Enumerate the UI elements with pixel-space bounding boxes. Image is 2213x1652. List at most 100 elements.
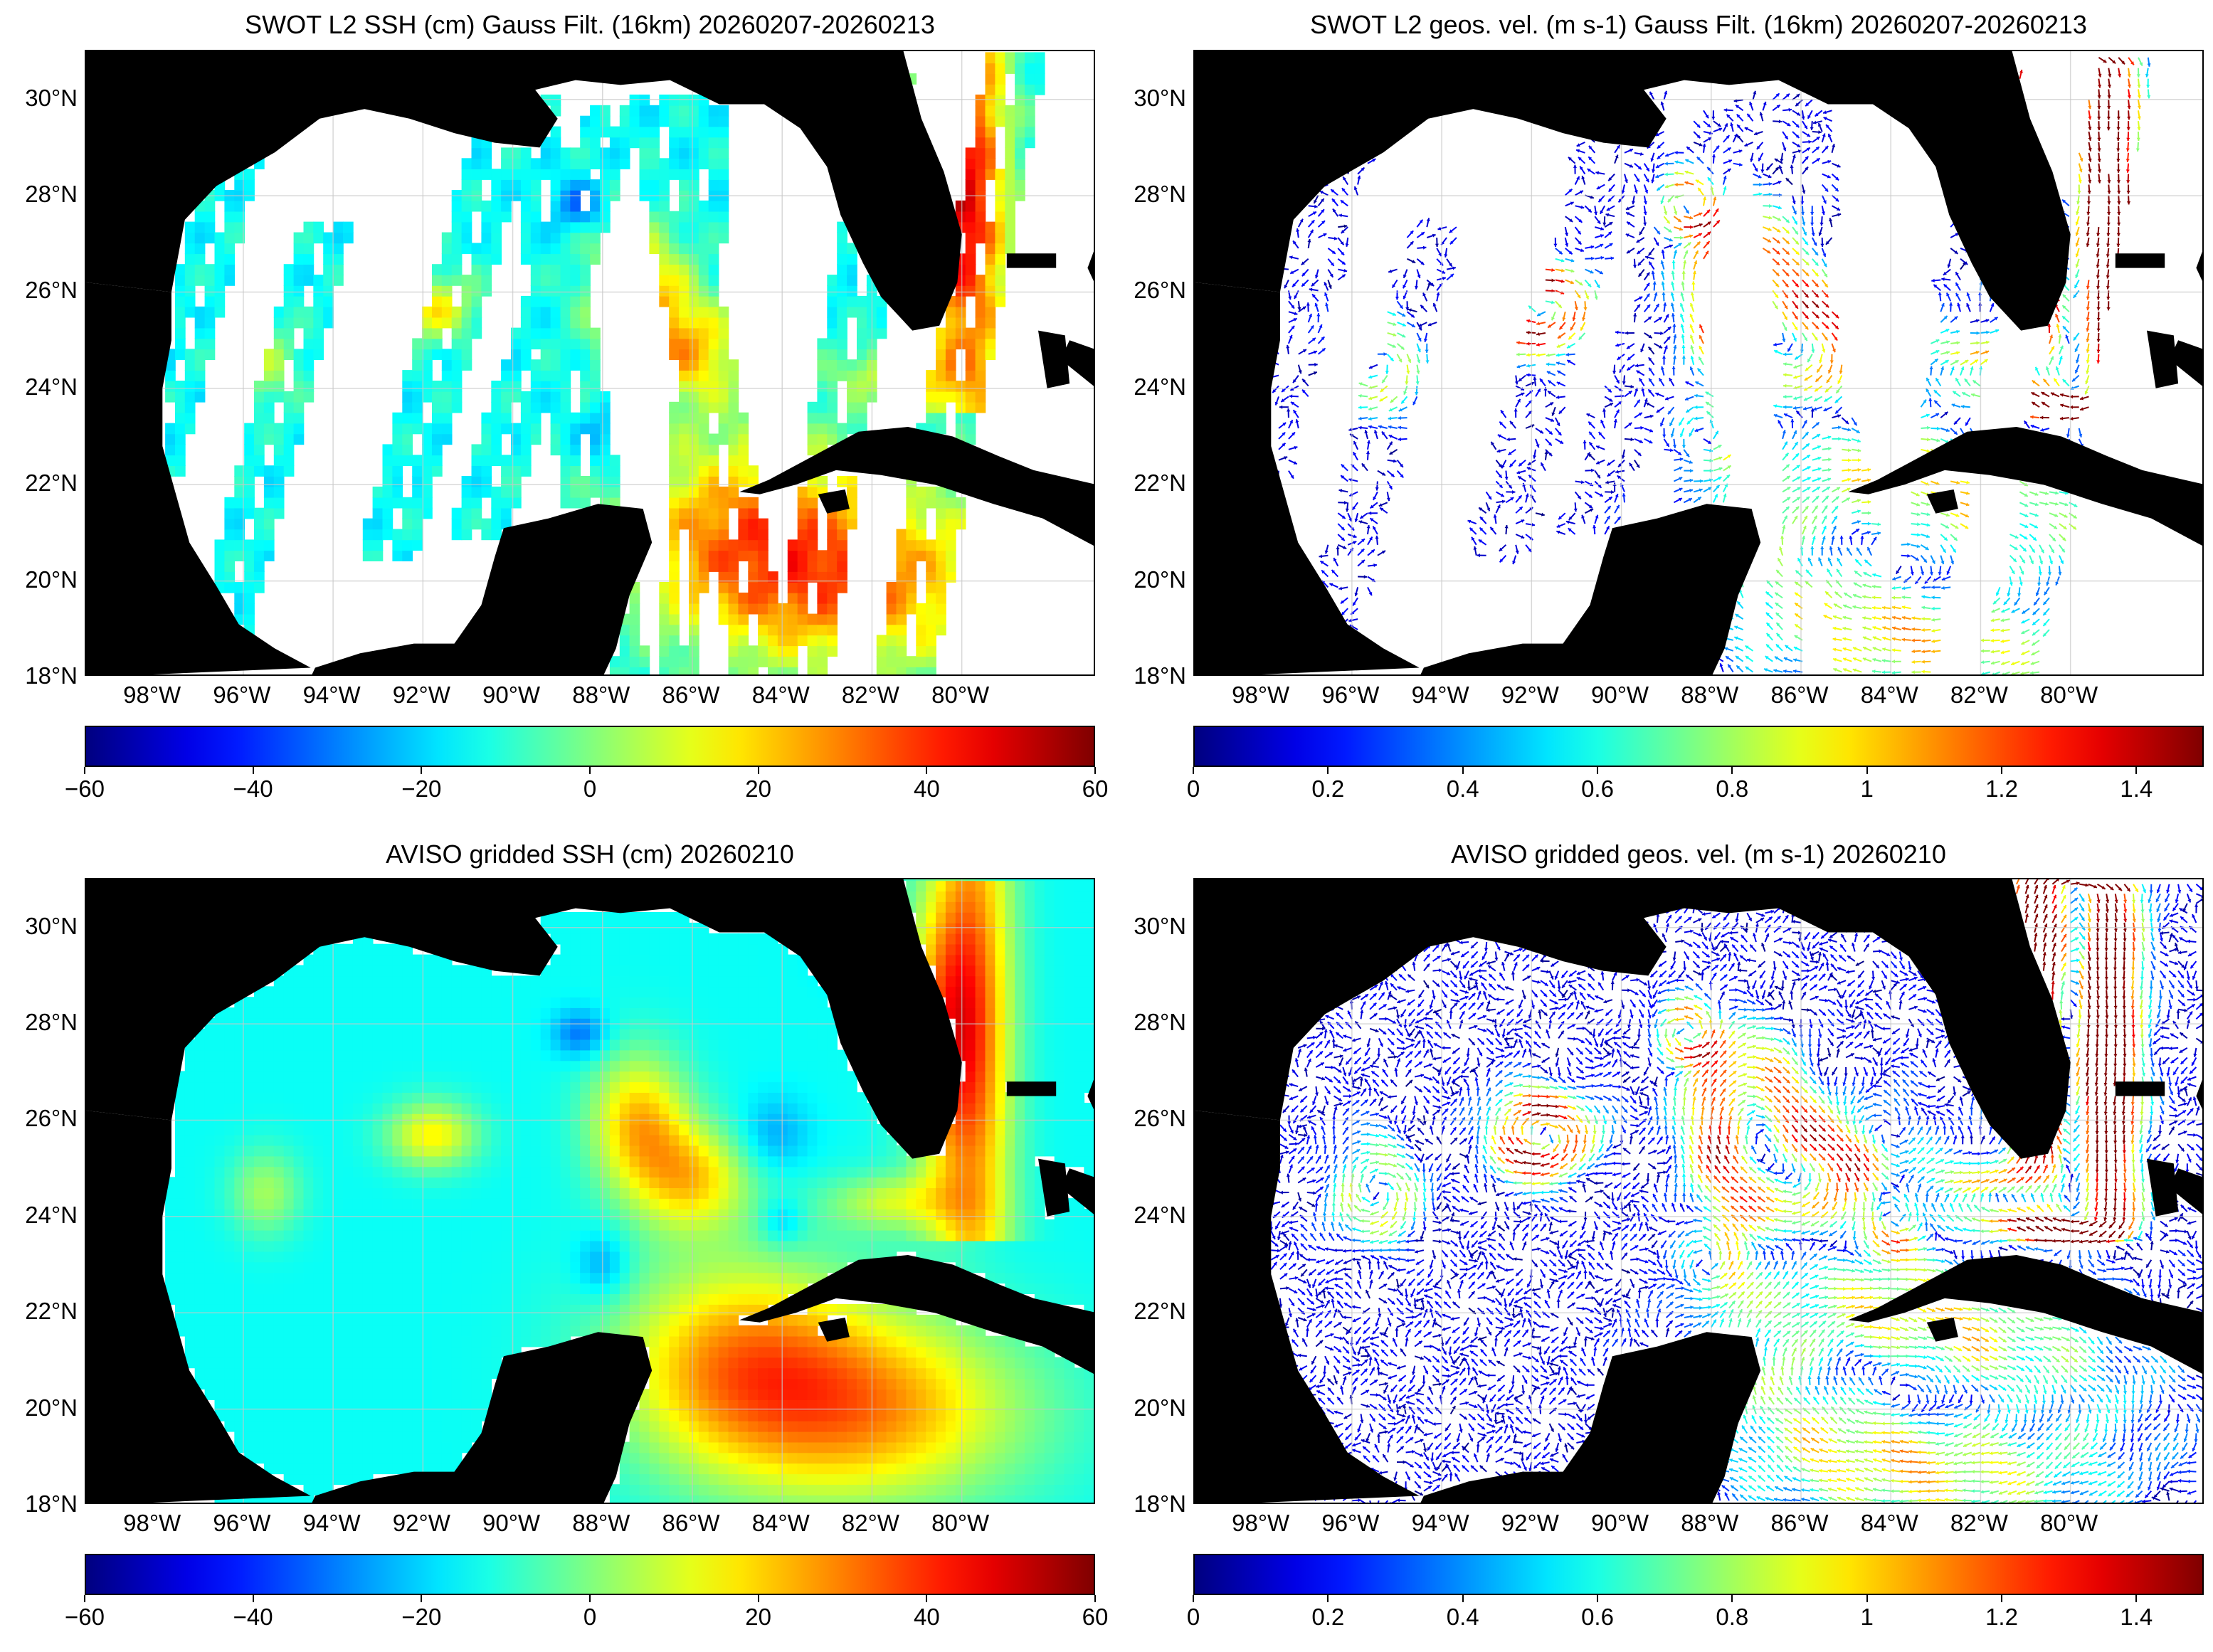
landmass-3 (739, 427, 1094, 546)
lat-label: 26°N (1134, 1105, 1186, 1132)
colorbar-tick-label: −40 (233, 1604, 273, 1631)
lon-label: 94°W (1412, 682, 1469, 709)
colorbar-tick-label: 20 (745, 1604, 771, 1631)
lat-label: 18°N (25, 1490, 78, 1518)
lat-label: 30°N (1134, 85, 1186, 112)
colorbar-tick-label: −60 (65, 775, 105, 803)
landmass-6 (2115, 1081, 2165, 1096)
land-mask (1195, 879, 2202, 1503)
colorbar-aviso-vel (1193, 1554, 2204, 1595)
landmass-0 (1195, 879, 2071, 1159)
colorbar-tick-label: 20 (745, 775, 771, 803)
lon-label: 96°W (1321, 1510, 1379, 1537)
colorbar-tick-label: 1 (1860, 1604, 1873, 1631)
lat-label: 20°N (25, 1394, 78, 1421)
landmass-5 (2147, 1158, 2179, 1217)
landmass-7 (2196, 251, 2202, 282)
lon-label: 92°W (393, 682, 450, 709)
lon-label: 88°W (572, 682, 630, 709)
lon-label: 82°W (1950, 1510, 2008, 1537)
landmass-7 (1087, 251, 1094, 282)
lat-label: 30°N (25, 85, 78, 112)
landmass-6 (1006, 1081, 1057, 1096)
lon-label: 92°W (1501, 1510, 1559, 1537)
lon-label: 98°W (123, 682, 181, 709)
colorbar-tick (1094, 767, 1096, 774)
landmass-2 (1420, 1332, 1761, 1503)
lon-label: 98°W (1232, 682, 1289, 709)
colorbar-tick (1327, 767, 1329, 774)
lon-label: 84°W (1861, 682, 1918, 709)
lat-label: 28°N (25, 181, 78, 208)
landmass-0 (86, 879, 962, 1159)
lon-label: 86°W (1770, 1510, 1828, 1537)
lon-label: 94°W (1412, 1510, 1469, 1537)
lon-label: 88°W (1681, 682, 1738, 709)
colorbar-tick-label: 60 (1082, 775, 1109, 803)
colorbar-tick-label: 1 (1860, 775, 1873, 803)
land-mask (86, 51, 1094, 674)
colorbar-tick-label: 40 (914, 775, 940, 803)
colorbar-tick (84, 767, 85, 774)
lon-label: 90°W (482, 1510, 540, 1537)
lon-label: 86°W (662, 1510, 719, 1537)
colorbar-tick (252, 1595, 254, 1602)
landmass-5 (2147, 330, 2179, 388)
colorbar-tick (926, 767, 928, 774)
colorbar-tick (1094, 1595, 1096, 1602)
lon-label: 90°W (1591, 682, 1649, 709)
lon-label: 90°W (1591, 1510, 1649, 1537)
panel-title-aviso-ssh: AVISO gridded SSH (cm) 20260210 (386, 840, 794, 869)
colorbar-tick-label: 60 (1082, 1604, 1109, 1631)
landmass-1 (1195, 282, 1420, 674)
colorbar-tick (1866, 1595, 1868, 1602)
lat-label: 20°N (25, 566, 78, 593)
colorbar-tick (757, 1595, 759, 1602)
lon-label: 94°W (303, 1510, 361, 1537)
velocity-vectors (1269, 879, 2202, 1503)
colorbar-tick (1193, 1595, 1194, 1602)
lon-label: 98°W (123, 1510, 181, 1537)
colorbar-tick-label: 0.4 (1447, 1604, 1479, 1631)
map-aviso-vel (1193, 878, 2204, 1504)
panel-title-aviso-vel: AVISO gridded geos. vel. (m s-1) 2026021… (1451, 840, 1946, 869)
land-mask (1195, 51, 2202, 674)
colorbar-tick (757, 767, 759, 774)
landmass-3 (739, 1255, 1094, 1375)
colorbar-tick (2001, 767, 2002, 774)
lat-label: 22°N (25, 1298, 78, 1325)
colorbar-tick (1462, 1595, 1464, 1602)
lon-label: 80°W (2040, 1510, 2098, 1537)
colorbar-tick (2135, 767, 2138, 774)
colorbar-tick-label: 0.8 (1716, 1604, 1748, 1631)
colorbar-tick (589, 1595, 591, 1602)
lon-label: 88°W (1681, 1510, 1738, 1537)
colorbar-tick (421, 1595, 423, 1602)
lon-label: 80°W (931, 682, 989, 709)
lat-label: 20°N (1134, 566, 1186, 593)
colorbar-tick (1462, 767, 1464, 774)
colorbar-tick (252, 767, 254, 774)
lon-label: 92°W (1501, 682, 1559, 709)
colorbar-tick-label: 0.4 (1447, 775, 1479, 803)
panel-title-swot-ssh: SWOT L2 SSH (cm) Gauss Filt. (16km) 2026… (245, 10, 935, 40)
lat-label: 26°N (1134, 277, 1186, 304)
landmass-7 (2196, 1079, 2202, 1110)
landmass-4 (1926, 489, 1958, 514)
lon-label: 86°W (662, 682, 719, 709)
colorbar-tick-label: 0.8 (1716, 775, 1748, 803)
ssh-field (86, 879, 1094, 1503)
map-canvas-swot-ssh (86, 51, 1094, 674)
lat-label: 26°N (25, 1105, 78, 1132)
lat-label: 20°N (1134, 1394, 1186, 1421)
colorbar-tick-label: 0 (583, 1604, 596, 1631)
lat-label: 28°N (1134, 1009, 1186, 1036)
lat-label: 24°N (1134, 374, 1186, 401)
colorbar-tick-label: 1.2 (1985, 775, 2018, 803)
landmass-4 (818, 489, 850, 514)
lon-label: 84°W (752, 682, 810, 709)
map-canvas-swot-vel (1195, 51, 2202, 674)
colorbar-tick-label: 0.2 (1311, 775, 1344, 803)
map-aviso-ssh (85, 878, 1095, 1504)
colorbar-tick (1597, 767, 1598, 774)
